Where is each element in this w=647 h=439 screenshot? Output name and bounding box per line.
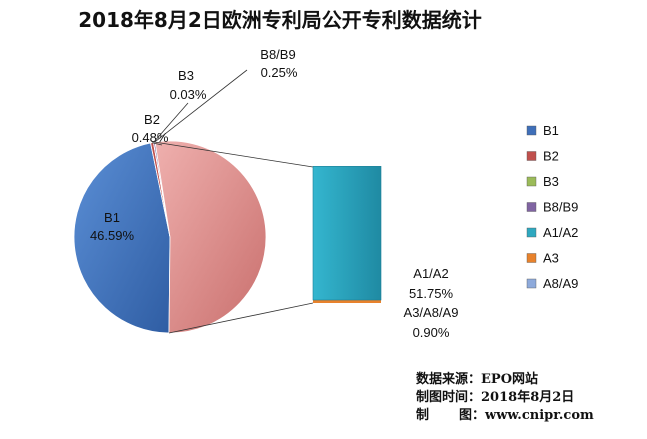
data-label-a1-a2-value: 51.75%: [409, 286, 454, 301]
date-line: 制图时间：2018年8月2日: [416, 386, 574, 405]
legend-label-a8-a9: A8/A9: [543, 276, 578, 291]
legend-swatch-b2: [527, 152, 536, 161]
legend-label-b1: B1: [543, 123, 559, 138]
date-value: 2018年8月2日: [481, 390, 574, 405]
legend-label-a3: A3: [543, 251, 559, 266]
data-source-line: 数据来源：EPO网站: [416, 368, 538, 387]
data-label-a1-a2-name: A1/A2: [413, 266, 448, 281]
data-label-b1-value: 46.59%: [90, 228, 135, 243]
data-label-b1-name: B1: [104, 210, 120, 225]
legend-swatch-b8-b9: [527, 203, 536, 212]
data-label-b3-name: B3: [178, 68, 194, 83]
maker-label-1: 制: [416, 408, 429, 423]
maker-value: www.cnipr.com: [485, 408, 594, 423]
data-label-b2-name: B2: [144, 112, 160, 127]
legend-label-b3: B3: [543, 174, 559, 189]
date-label: 制图时间：: [416, 390, 481, 405]
data-label-b8-b9-name: B8/B9: [260, 47, 295, 62]
leader-line-b8-b9: [154, 70, 247, 142]
maker-line: 制 图：www.cnipr.com: [416, 404, 594, 423]
bar-segment-a1-a2: [313, 166, 381, 300]
maker-label-2: 图：: [459, 408, 485, 423]
legend-swatch-b3: [527, 177, 536, 186]
bar-segment-a3: [313, 300, 381, 303]
legend-label-b2: B2: [543, 149, 559, 164]
stacked-bar: [313, 166, 381, 303]
legend-label-a1-a2: A1/A2: [543, 225, 578, 240]
data-label-a3-a8-a9-value: 0.90%: [413, 325, 450, 340]
data-source-label: 数据来源：: [416, 372, 481, 387]
data-label-b8-b9-value: 0.25%: [261, 65, 298, 80]
data-label-b3-value: 0.03%: [170, 87, 207, 102]
legend: B1 B2 B3 B8/B9 A1/A2 A3 A8/A9: [527, 123, 578, 291]
data-label-a3-a8-a9-name: A3/A8/A9: [404, 305, 459, 320]
legend-swatch-b1: [527, 126, 536, 135]
data-source-value: EPO网站: [481, 372, 538, 387]
legend-swatch-a3: [527, 254, 536, 263]
data-label-b2-value: 0.48%: [132, 130, 169, 145]
legend-label-b8-b9: B8/B9: [543, 200, 578, 215]
legend-swatch-a1-a2: [527, 228, 536, 237]
legend-swatch-a8-a9: [527, 279, 536, 288]
pie-slice-a1-a2: [155, 141, 266, 333]
